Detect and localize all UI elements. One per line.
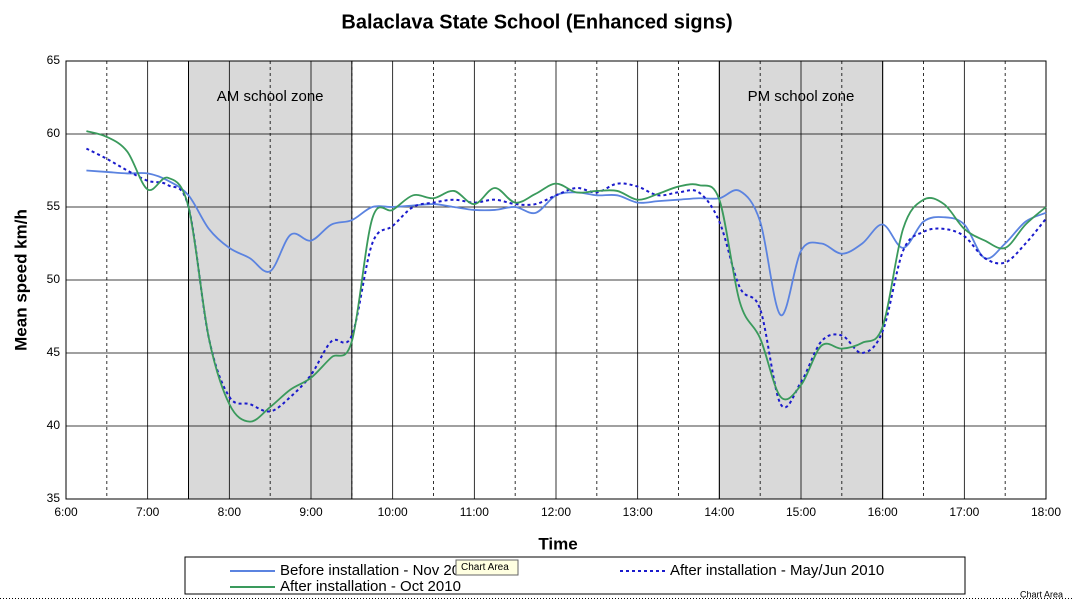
legend-box [184,556,966,595]
x-tick-label: 16:00 [868,505,898,519]
legend-label: After installation - Oct 2010 [280,578,461,595]
series-line [86,130,1047,423]
legend-label: After installation - May/Jun 2010 [670,562,884,579]
chart-title: Balaclava State School (Enhanced signs) [341,11,732,33]
series-line [86,169,1047,316]
x-tick-label: 10:00 [378,505,408,519]
y-tick-label: 35 [47,491,61,505]
y-tick-label: 55 [47,199,61,213]
y-tick-label: 45 [47,345,61,359]
tooltip-box [455,559,519,576]
x-tick-label: 12:00 [541,505,571,519]
y-axis-title: Mean speed km/h [11,209,30,351]
legend: Before installation - Nov 2009 After inst… [230,562,884,595]
y-tick-label: 65 [47,53,61,67]
y-tick-label: 40 [47,418,61,432]
x-tick-label: 17:00 [949,505,979,519]
y-tick-label: 60 [47,126,61,140]
y-tick-label: 50 [47,272,61,286]
x-tick-label: 14:00 [704,505,734,519]
x-tick-label: 15:00 [786,505,816,519]
x-tick-label: 7:00 [136,505,160,519]
x-tick-label: 18:00 [1031,505,1061,519]
x-tick-label: 11:00 [460,505,489,519]
x-axis-title: Time [538,534,577,553]
tooltip-text: Chart Area [461,562,509,573]
zone-label: AM school zone [217,88,324,105]
series-line [85,147,1047,413]
plot-area: AM school zone PM school zone354045505560… [47,53,1062,519]
plot-border [65,60,1047,500]
legend-label: Before installation - Nov 2009 [280,562,477,579]
x-tick-label: 9:00 [299,505,323,519]
x-tick-label: 6:00 [54,505,78,519]
x-tick-label: 13:00 [623,505,653,519]
status-label: Chart Area [1020,589,1063,599]
x-tick-label: 8:00 [218,505,242,519]
tooltip: Chart Area [455,559,519,576]
